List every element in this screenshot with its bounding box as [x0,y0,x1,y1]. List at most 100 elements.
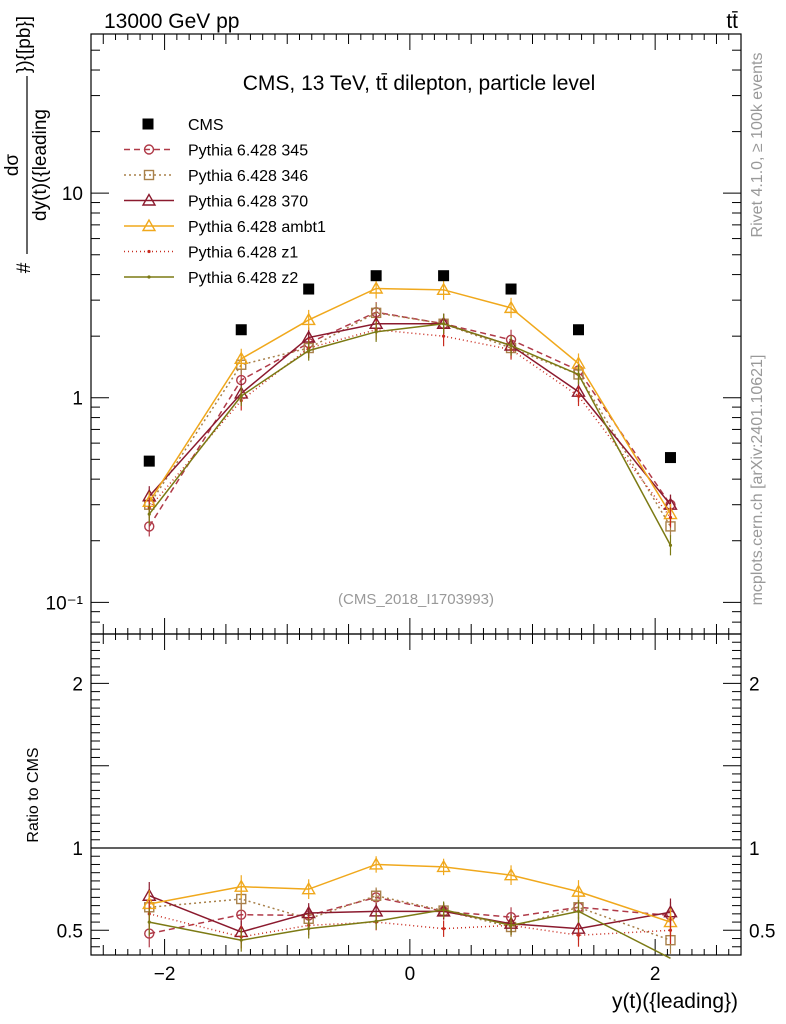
series-ratio-line [148,895,671,933]
ratio-tick-label: 0.5 [749,921,775,942]
series-marker [368,857,384,870]
data-point [505,283,517,295]
data-point [438,270,450,282]
legend-item: Pythia 6.428 345 [124,143,308,160]
data-point [303,283,315,295]
legend-item: Pythia 6.428 346 [124,168,308,185]
legend-item: CMS [142,117,224,134]
ratio-tick-label: 1 [749,839,760,860]
y-tick-label: 10 [62,184,83,205]
legend-label: Pythia 6.428 z1 [188,245,298,262]
series-line [148,311,672,527]
series-line [148,312,672,527]
legend-item: Pythia 6.428 z2 [124,270,298,287]
series-marker [239,938,243,942]
series-marker [441,322,446,326]
legend-item: Pythia 6.428 370 [124,193,308,211]
legend-label: Pythia 6.428 z2 [188,270,298,287]
series-marker [147,249,151,254]
series-line [148,287,672,515]
series-marker [370,890,382,901]
x-tick-label: −2 [154,964,176,985]
series-ratio-line [149,913,671,938]
data-point [573,324,584,336]
series-ratio-line [149,863,671,923]
ratio-tick-label: 2 [749,674,760,695]
ratio-tick-label: 1 [72,839,83,860]
legend-label: Pythia 6.428 370 [188,194,308,211]
series-marker [571,884,586,897]
legend-swatch [142,118,154,130]
data-point [235,324,247,336]
y-label-suffix: }){[pb}] [14,16,35,73]
series-marker [509,923,513,927]
series-marker [441,334,446,338]
series-marker [239,394,243,398]
ratio-y-label: Ratio to CMS [25,747,42,842]
legend-label: Pythia 6.428 345 [188,143,308,160]
mcplots-label: mcplots.cern.ch [arXiv:2401.10621] [749,355,766,606]
series-ratio-line [149,896,671,935]
series-marker [668,928,673,932]
process-label: tt̄ [726,10,738,33]
series-marker [668,515,673,520]
series-marker [147,920,151,924]
y-label-denominator: dy(t)({leading [30,109,51,221]
series-cms-data [143,270,676,467]
series-marker [374,330,378,334]
legend-item: Pythia 6.428 z1 [124,245,298,262]
legend-label: Pythia 6.428 ambt1 [188,219,326,236]
series-marker [301,312,316,326]
ratio-tick-label: 0.5 [57,921,83,942]
series-marker [441,908,446,912]
series-marker [234,351,249,365]
series-marker [576,372,581,377]
series-marker [668,543,673,547]
y-axis-label: # dσ dy(t)({leading }){[pb}] [2,16,51,273]
data-point [370,270,382,282]
series-marker [509,343,513,348]
series-marker [301,881,316,895]
series-ratio-line [149,908,671,959]
energy-label: 13000 GeV pp [104,10,239,33]
y-tick-label: 1 [72,389,83,410]
x-tick-label: 0 [405,964,416,985]
series-layer [142,270,678,959]
series-marker [307,927,311,931]
series-line [148,328,672,518]
series-marker [147,275,151,279]
data-point [143,455,155,467]
series-marker [143,144,155,155]
series-ratio-line [149,894,671,941]
axes: −2 0 2 10⁻¹ 1 10 0.5 0.5 1 1 2 2 [46,33,775,985]
series-marker [374,919,378,923]
series-marker [307,349,311,353]
series-marker [576,909,581,913]
series-marker [576,933,581,937]
y-tick-label: 10⁻¹ [46,593,84,614]
legend-label: CMS [188,117,224,134]
series-marker [436,282,451,296]
plot-title: CMS, 13 TeV, tt̄ dilepton, particle leve… [243,72,596,95]
series-z2 [147,313,673,959]
data-point [664,452,676,464]
series-line [148,322,672,546]
series-marker [147,512,151,516]
series-marker [503,867,519,881]
series-marker [234,879,249,892]
series-marker [141,218,157,232]
analysis-id: (CMS_2018_I1703993) [338,591,494,608]
series-marker [576,394,581,398]
legend-item: Pythia 6.428 ambt1 [124,218,326,236]
series-marker [441,927,446,931]
rivet-label: Rivet 4.1.0, ≥ 100k events [749,53,766,238]
series-marker [503,300,519,314]
ratio-panel-frame [90,633,742,956]
x-tick-label: 2 [650,964,661,985]
x-axis-label: y(t)({leading}) [612,990,738,1013]
series-marker [143,169,155,181]
series-ambt1 [142,278,678,936]
y-label-numerator: dσ [2,154,23,177]
y-label-prefix: # [14,262,35,273]
